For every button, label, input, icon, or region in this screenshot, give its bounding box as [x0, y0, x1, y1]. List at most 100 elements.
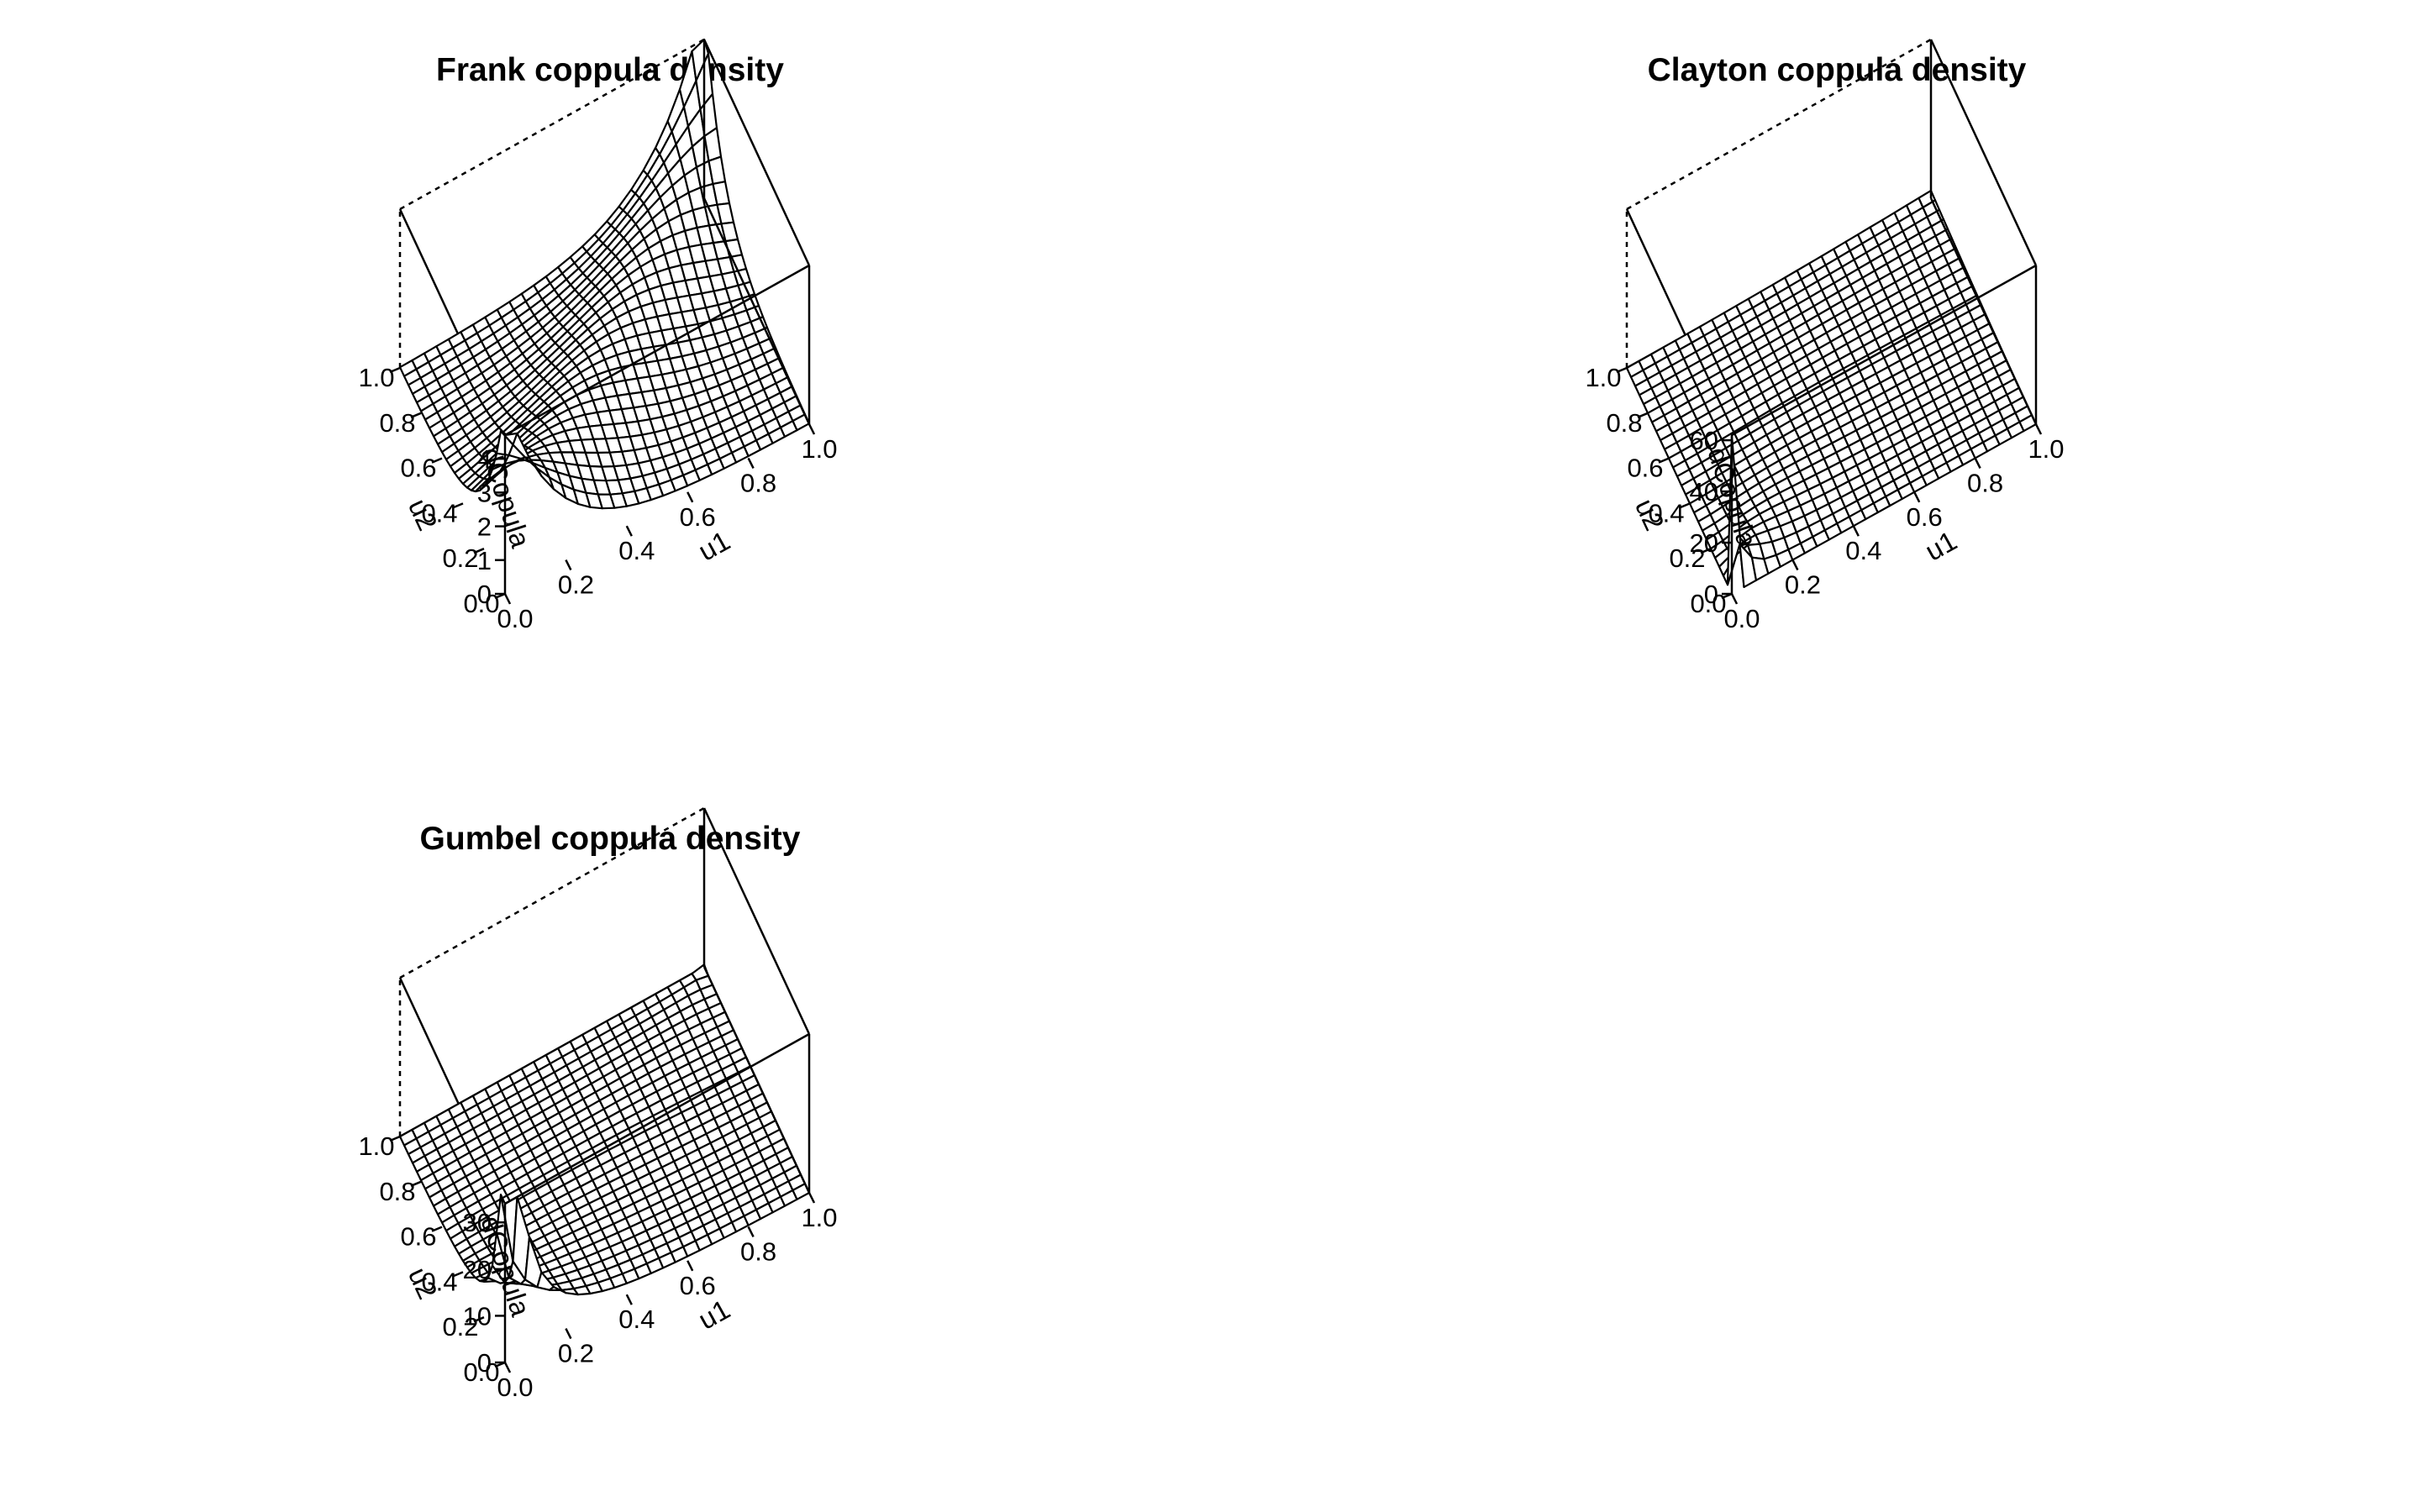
gumbel-z-tick-label: 0 [477, 1348, 492, 1378]
frank-y-tick-label: 1.0 [358, 363, 394, 392]
frank-box-edge [504, 264, 810, 437]
frank-x-tick-label: 0.2 [558, 570, 594, 600]
gumbel-y-tick-label: 0.8 [379, 1177, 415, 1206]
frank-y-tick-mark [473, 548, 485, 554]
gumbel-x-tick-label: 0.0 [497, 1373, 533, 1402]
gumbel-y-tick-mark [431, 1226, 443, 1232]
clayton-box-edge [1731, 264, 2037, 437]
clayton-x-tick-mark [1791, 559, 1799, 571]
gumbel-y-tick-mark [452, 1271, 464, 1278]
frank-surface [398, 38, 811, 510]
gumbel-box-edge [702, 807, 811, 1035]
clayton-y-tick-mark [1700, 548, 1712, 554]
frank-x-tick-label: 0.0 [497, 604, 533, 633]
clayton-y-tick-label: 0.4 [1648, 498, 1684, 528]
gumbel-y-tick-mark [473, 1316, 485, 1323]
gumbel-y-tick-label: 1.0 [358, 1131, 394, 1161]
gumbel-x-tick-label: 0.8 [740, 1236, 776, 1266]
gumbel-x-tick-label: 0.4 [618, 1305, 655, 1334]
clayton-x-tick-label: 1.0 [2028, 434, 2064, 464]
clayton-x-tick-label: 0.8 [1967, 468, 2003, 497]
frank-x-tick-mark [808, 423, 816, 435]
frank-x-tick-mark [565, 559, 572, 571]
gumbel-y-tick-mark [389, 1135, 401, 1142]
clayton-y-tick-label: 0.8 [1606, 408, 1642, 438]
frank-chart-title: Frank coppula density [436, 52, 784, 88]
clayton-box-hidden-edge [1626, 38, 1932, 211]
clayton-y-tick-mark [1658, 457, 1670, 464]
frank-y-tick-label: 0.4 [421, 498, 457, 528]
gumbel-x-tick-label: 0.6 [680, 1271, 716, 1300]
clayton-z-tick-label: 0 [1704, 580, 1718, 609]
frank-y-tick-mark [410, 412, 422, 418]
frank-y-tick-mark [389, 366, 401, 374]
clayton-y-tick-label: 0.0 [1690, 589, 1726, 618]
frank-x-tick-mark [503, 593, 512, 605]
gumbel-x-tick-mark [747, 1226, 755, 1237]
frank-z-tick-label: 1 [477, 546, 492, 575]
clayton-y-tick-label: 0.2 [1669, 543, 1705, 573]
frank-x-tick-mark [747, 457, 755, 469]
gumbel-x-tick-label: 1.0 [801, 1203, 837, 1232]
frank-y-tick-label: 0.0 [463, 589, 499, 618]
frank-x-tick-mark [625, 525, 633, 537]
gumbel-z-tick-label: 30 [463, 1208, 492, 1237]
clayton-surface [1625, 189, 2038, 589]
gumbel-x-tick-mark [503, 1362, 512, 1373]
frank-y-tick-mark [452, 502, 464, 509]
frank-y-tick-mark [431, 457, 443, 464]
clayton-x-tick-mark [1974, 457, 1981, 469]
clayton-x-tick-label: 0.0 [1723, 604, 1760, 633]
frank-y-tick-label: 0.2 [442, 543, 478, 573]
clayton-x-tick-label: 0.2 [1785, 570, 1821, 600]
gumbel-y-tick-label: 0.0 [463, 1357, 499, 1387]
gumbel-z-tick-label: 10 [463, 1301, 492, 1331]
gumbel-y-tick-label: 0.4 [421, 1267, 457, 1296]
gumbel-x-tick-mark [565, 1328, 572, 1340]
gumbel-density-panel: Gumbel coppula density 0.0 0.2 0.4 0.6 0.8 1.0… [358, 806, 838, 1402]
gumbel-chart-title: Gumbel coppula density [420, 821, 801, 857]
frank-z-tick-label: 2 [477, 512, 492, 542]
gumbel-x-tick-mark [808, 1192, 816, 1204]
clayton-y-tick-mark [1616, 366, 1628, 374]
frank-z-tick-label: 4 [477, 444, 492, 474]
clayton-x-tick-label: 0.4 [1845, 536, 1881, 565]
frank-x-tick-label: 0.4 [618, 536, 655, 565]
frank-x-tick-label: 0.6 [680, 502, 716, 532]
clayton-box-edge [1929, 197, 2038, 425]
gumbel-box-edge [504, 1032, 810, 1205]
gumbel-x-tick-label: 0.2 [558, 1339, 594, 1368]
frank-x-tick-label: 0.8 [740, 468, 776, 497]
clayton-x-tick-label: 0.6 [1907, 502, 1943, 532]
clayton-box-edge [1929, 39, 2038, 266]
gumbel-z-tick-label: 20 [463, 1255, 492, 1284]
gumbel-x-tick-mark [687, 1260, 694, 1272]
frank-z-tick-label: 3 [477, 478, 492, 507]
clayton-x-tick-mark [1852, 525, 1860, 537]
gumbel-surface [398, 963, 811, 1296]
clayton-y-tick-label: 1.0 [1585, 363, 1621, 392]
frank-box-edge [702, 197, 811, 425]
gumbel-y-tick-mark [410, 1180, 422, 1187]
clayton-z-tick-label: 20 [1690, 528, 1718, 558]
frank-y-tick-label: 0.6 [400, 454, 436, 483]
clayton-y-tick-mark [1637, 412, 1649, 418]
clayton-z-tick-label: 60 [1690, 426, 1718, 455]
frank-x-tick-label: 1.0 [801, 434, 837, 464]
gumbel-y-tick-label: 0.6 [400, 1222, 436, 1252]
frank-box-hidden-edge [399, 38, 705, 211]
clayton-x-tick-mark [1913, 491, 1921, 503]
clayton-z-tick-label: 40 [1690, 477, 1718, 507]
clayton-y-tick-label: 0.6 [1627, 454, 1663, 483]
gumbel-x-tick-mark [625, 1294, 633, 1305]
clayton-x-tick-mark [1730, 593, 1739, 605]
gumbel-box-hidden-edge [399, 806, 705, 979]
clayton-chart-title: Clayton coppula density [1648, 52, 2027, 88]
clayton-y-tick-mark [1679, 502, 1691, 509]
frank-y-tick-label: 0.8 [379, 408, 415, 438]
frank-box-edge [702, 39, 811, 266]
gumbel-box-edge [702, 966, 811, 1194]
gumbel-y-tick-label: 0.2 [442, 1312, 478, 1341]
